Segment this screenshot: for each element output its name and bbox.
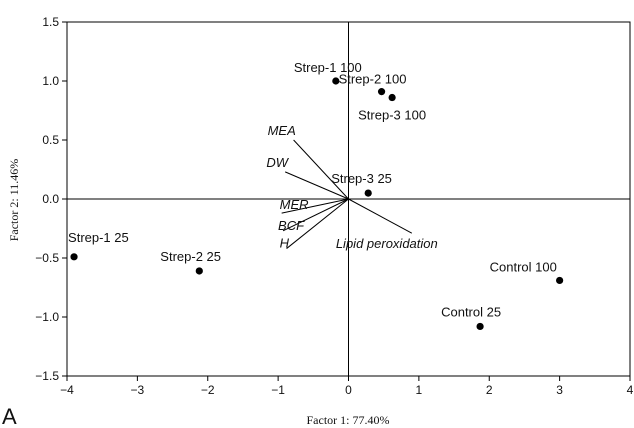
score-point-label: Strep-3 100 [358, 108, 426, 123]
score-point [70, 253, 78, 261]
loading-vector-line [284, 171, 349, 200]
y-tick-label: 0.0 [42, 192, 59, 206]
x-tick-label: 1 [416, 383, 423, 397]
score-point [377, 88, 386, 96]
score-point-label: Control 100 [490, 259, 557, 274]
loading-vector-line [282, 198, 349, 232]
y-tick-label: −0.5 [35, 251, 59, 265]
score-point-label: Strep-1 100 [294, 60, 362, 75]
x-tick-label: −1 [271, 383, 285, 397]
y-tick-label: 0.5 [42, 133, 59, 147]
loading-vector-line [286, 198, 349, 249]
score-point-label: Strep-2 100 [339, 72, 407, 87]
score-point [332, 77, 340, 85]
x-tick-label: −3 [131, 383, 145, 397]
loading-vector-label: BCF [278, 218, 305, 233]
x-tick-label: 3 [556, 383, 563, 397]
y-axis-title: Factor 2: 11.46% [7, 159, 21, 242]
x-tick-label: −2 [201, 383, 215, 397]
loading-vector-label: Lipid peroxidation [336, 236, 438, 251]
axes: −4 −3 −2 −1 0 1 2 3 4 −1.5 −1.0 −0.5 0.0 0.5 1.0 1.5 [35, 15, 633, 397]
y-tick-label: 1.5 [42, 15, 59, 29]
score-point-label: Strep-2 25 [160, 249, 221, 264]
x-axis-title: Factor 1: 77.40% [307, 413, 390, 427]
score-point [476, 322, 484, 331]
x-tick-label: 2 [486, 383, 493, 397]
score-point-label: Strep-3 25 [331, 171, 392, 186]
y-tick-label: −1.0 [35, 310, 59, 324]
score-point [556, 276, 564, 285]
loading-vectors: MEA DW MER BCF H Lipid peroxidation [266, 123, 437, 251]
loading-vector-label: H [280, 236, 290, 251]
panel-label: A [2, 404, 17, 428]
x-tick-label: 0 [345, 383, 352, 397]
y-tick-label: −1.5 [35, 369, 59, 383]
loading-vector-line [281, 198, 349, 214]
loading-vector-line [348, 198, 413, 234]
score-point [388, 93, 396, 102]
loading-vector-label: MEA [268, 123, 296, 138]
x-tick-label: 4 [627, 383, 634, 397]
loading-vector-label: MER [280, 197, 309, 212]
loading-vector-label: DW [266, 155, 289, 170]
score-point [364, 189, 372, 197]
score-point-label: Control 25 [441, 304, 501, 319]
loading-vector-line [293, 139, 349, 200]
score-point-label: Strep-1 25 [68, 230, 129, 245]
x-tick-label: −4 [60, 383, 74, 397]
y-tick-label: 1.0 [42, 74, 59, 88]
score-point [195, 267, 203, 275]
